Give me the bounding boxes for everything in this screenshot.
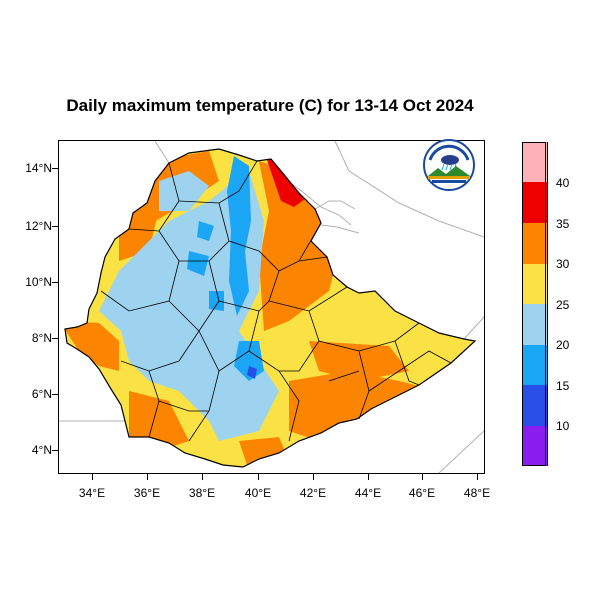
lat-label: 12°N bbox=[25, 219, 52, 233]
legend-label: 30 bbox=[556, 257, 570, 271]
lat-label: 6°N bbox=[31, 387, 52, 401]
lon-tick bbox=[422, 474, 423, 480]
ethiopia-temperature-map bbox=[59, 141, 484, 473]
lat-tick bbox=[52, 450, 58, 451]
legend-swatch bbox=[522, 142, 548, 182]
lon-label: 42°E bbox=[299, 486, 327, 500]
lat-label: 14°N bbox=[25, 161, 52, 175]
map-title: Daily maximum temperature (C) for 13-14 … bbox=[66, 96, 474, 115]
legend-label: 40 bbox=[556, 176, 570, 190]
legend-swatch bbox=[522, 345, 548, 385]
lat-label: 4°N bbox=[31, 443, 52, 457]
lon-label: 34°E bbox=[78, 486, 106, 500]
lat-tick bbox=[52, 394, 58, 395]
lon-tick bbox=[92, 474, 93, 480]
admin-boundaries bbox=[64, 148, 476, 468]
lon-tick bbox=[313, 474, 314, 480]
institute-logo bbox=[420, 138, 478, 192]
legend-label: 35 bbox=[556, 217, 570, 231]
legend-swatch bbox=[522, 223, 548, 264]
map-panel bbox=[58, 140, 485, 474]
lat-tick bbox=[52, 168, 58, 169]
lat-label: 8°N bbox=[31, 331, 52, 345]
lon-label: 46°E bbox=[408, 486, 436, 500]
lon-tick bbox=[202, 474, 203, 480]
lon-label: 44°E bbox=[354, 486, 382, 500]
lon-label: 36°E bbox=[133, 486, 161, 500]
legend-swatch bbox=[522, 264, 548, 304]
lat-tick bbox=[52, 282, 58, 283]
legend-swatch bbox=[522, 385, 548, 426]
legend-label: 25 bbox=[556, 298, 570, 312]
legend-swatch bbox=[522, 304, 548, 345]
legend-label: 15 bbox=[556, 379, 570, 393]
lon-label: 40°E bbox=[244, 486, 272, 500]
legend-swatch bbox=[522, 426, 548, 466]
legend-swatch bbox=[522, 182, 548, 223]
legend-label: 20 bbox=[556, 338, 570, 352]
legend-label: 10 bbox=[556, 419, 570, 433]
lon-tick bbox=[258, 474, 259, 480]
lon-label: 38°E bbox=[188, 486, 216, 500]
lat-tick bbox=[52, 338, 58, 339]
lat-tick bbox=[52, 226, 58, 227]
lon-tick bbox=[368, 474, 369, 480]
lat-label: 10°N bbox=[25, 275, 52, 289]
lon-label: 48°E bbox=[463, 486, 491, 500]
lon-tick bbox=[147, 474, 148, 480]
lon-tick bbox=[477, 474, 478, 480]
